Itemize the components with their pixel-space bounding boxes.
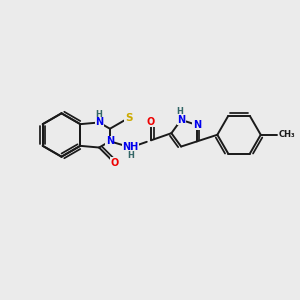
Text: N: N <box>106 136 114 146</box>
Text: O: O <box>147 117 155 127</box>
Text: N: N <box>193 120 201 130</box>
Text: N: N <box>95 118 103 128</box>
Text: CH₃: CH₃ <box>278 130 295 139</box>
Text: H: H <box>95 110 102 118</box>
Text: O: O <box>110 158 118 168</box>
Text: H: H <box>176 107 183 116</box>
Text: NH: NH <box>122 142 139 152</box>
Text: H: H <box>127 152 134 160</box>
Text: N: N <box>177 115 185 125</box>
Text: S: S <box>125 113 132 123</box>
